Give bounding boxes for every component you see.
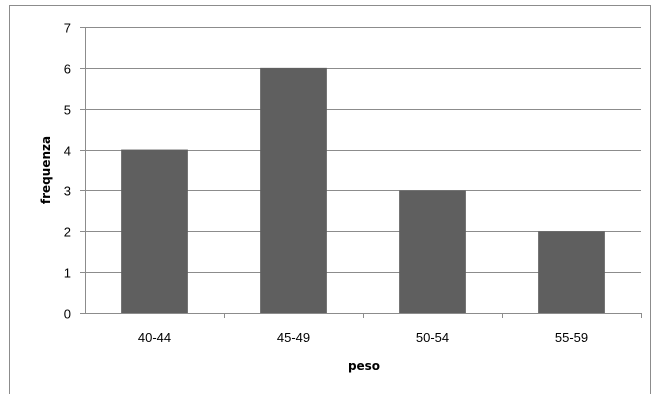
axes xyxy=(85,27,642,318)
y-tick-label: 4 xyxy=(64,144,71,159)
y-tick-label: 1 xyxy=(64,266,71,281)
x-tick-label: 45-49 xyxy=(277,330,310,345)
x-tick-label: 40-44 xyxy=(138,330,171,345)
x-tick-label: 50-54 xyxy=(416,330,449,345)
y-tick-label: 5 xyxy=(64,103,71,118)
y-axis-title: frequenza xyxy=(39,136,53,204)
y-tick-labels: 0 1 2 3 4 5 6 7 xyxy=(64,21,71,322)
x-tick-label: 55-59 xyxy=(555,330,588,345)
y-tick-label: 3 xyxy=(64,184,71,199)
bar xyxy=(538,231,605,313)
chart-frame xyxy=(9,5,651,394)
y-tick-label: 2 xyxy=(64,225,71,240)
bar xyxy=(399,190,466,313)
bar xyxy=(260,67,327,313)
bars xyxy=(121,67,605,313)
x-tick-labels: 40-44 45-49 50-54 55-59 xyxy=(138,330,588,345)
x-axis-title: peso xyxy=(348,359,380,373)
y-tick-label: 0 xyxy=(64,307,71,322)
bar xyxy=(121,149,188,313)
y-tick-label: 6 xyxy=(64,62,71,77)
y-tick-label: 7 xyxy=(64,21,71,36)
